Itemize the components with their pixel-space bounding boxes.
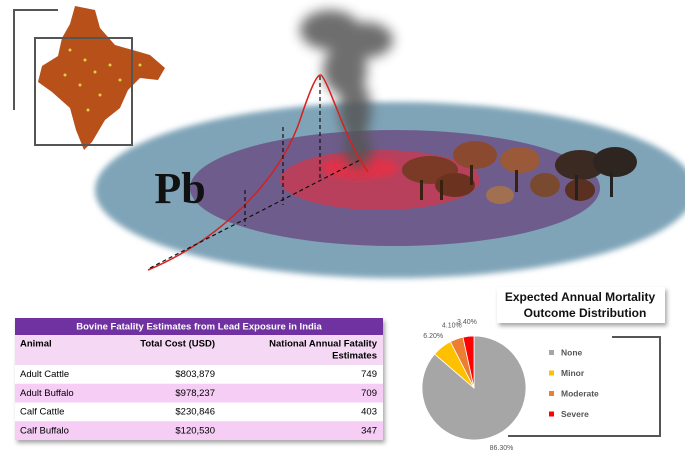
cattle <box>402 141 637 204</box>
table-cell: 749 <box>361 369 377 380</box>
legend-label: Severe <box>561 409 589 419</box>
table-title-bar <box>15 318 383 335</box>
table-cell: Adult Cattle <box>20 369 69 380</box>
column-header: Total Cost (USD) <box>140 339 215 350</box>
table-cell: Calf Cattle <box>20 407 64 418</box>
legend-marker <box>549 391 554 396</box>
table-cell: $120,530 <box>175 425 215 436</box>
chart-title: Expected Annual Mortality <box>505 290 656 304</box>
table-cell: $803,879 <box>175 369 215 380</box>
column-header: National Annual Fatality <box>269 339 378 350</box>
table-cell: 403 <box>361 407 377 418</box>
pie-chart: 86.30% None 6.20% Minor 4.10% Moderate 3.40% Se… <box>421 319 599 452</box>
legend-label: None <box>561 347 583 357</box>
table-cell: $978,237 <box>175 388 215 399</box>
legend-marker <box>549 370 554 376</box>
illustration: Pb <box>13 6 685 278</box>
legend-label: Minor <box>561 368 585 378</box>
table-row <box>15 421 383 440</box>
data-label: 6.20% <box>423 333 443 340</box>
chart-frame: Expected Annual Mortality Outcome Distri… <box>497 287 665 437</box>
table-cell: 347 <box>361 425 377 436</box>
legend-label: Moderate <box>561 388 599 398</box>
data-label: 3.40% <box>457 319 477 326</box>
india-map <box>13 6 165 150</box>
table-cell: Adult Buffalo <box>20 388 74 399</box>
table-row <box>15 365 383 384</box>
pie-slice <box>462 335 475 389</box>
column-header: Animal <box>20 339 52 350</box>
legend-marker <box>549 350 554 355</box>
table-cell: $230,846 <box>175 407 215 418</box>
table-title: Bovine Fatality Estimates from Lead Expo… <box>76 322 322 333</box>
exposure-curve <box>147 74 369 271</box>
data-label: 86.30% <box>490 445 514 452</box>
chart-title: Outcome Distribution <box>524 306 647 320</box>
table-row <box>15 383 383 403</box>
lead-symbol: Pb <box>154 164 205 213</box>
legend-marker <box>549 411 554 417</box>
table-cell: Calf Buffalo <box>20 425 69 436</box>
column-header: Estimates <box>332 351 377 362</box>
center-ring <box>322 157 398 179</box>
table-header-bar <box>15 335 383 365</box>
data-label: 4.10% <box>442 323 462 330</box>
table-cell: 709 <box>361 388 377 399</box>
table-row <box>15 402 383 422</box>
